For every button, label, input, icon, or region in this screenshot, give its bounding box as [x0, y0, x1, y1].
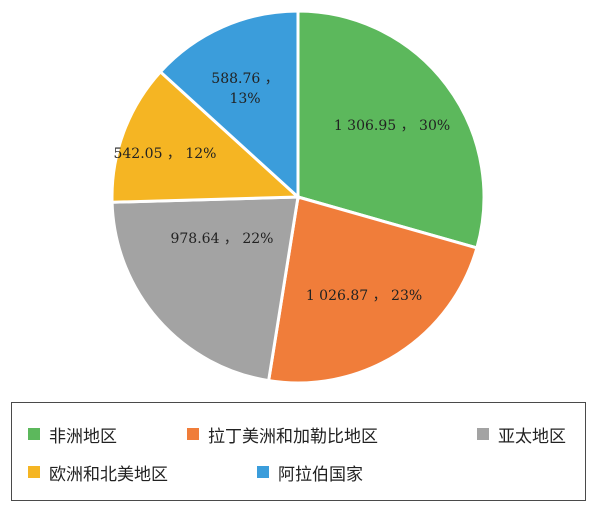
- legend-label-arab-states: 阿拉伯国家: [278, 464, 363, 485]
- legend-item-europe-north-america: 欧洲和北美地区: [28, 460, 168, 485]
- legend-swatch-asia-pacific: [477, 428, 489, 440]
- pie-slice-europe-north-america: [110, 69, 302, 204]
- pie-slice-latin-america: [266, 195, 479, 385]
- legend-item-africa: 非洲地区: [28, 422, 117, 447]
- legend-label-europe-north-america: 欧洲和北美地区: [49, 464, 168, 485]
- data-label-asia-pacific: 978.64 ， 22%: [170, 231, 273, 247]
- legend-item-latin-america: 拉丁美洲和加勒比地区: [187, 422, 378, 447]
- legend-item-asia-pacific: 亚太地区: [477, 422, 566, 447]
- legend-swatch-latin-america: [187, 428, 199, 440]
- pie-slice-africa: [296, 9, 486, 250]
- data-label-europe-north-america: 542.05 ， 12%: [113, 146, 216, 162]
- data-label-latin-america: 1 026.87 ， 23%: [306, 288, 422, 304]
- legend-swatch-arab-states: [257, 466, 269, 478]
- legend-label-africa: 非洲地区: [49, 426, 117, 447]
- pie-slice-asia-pacific: [110, 195, 300, 383]
- legend-label-latin-america: 拉丁美洲和加勒比地区: [208, 426, 378, 447]
- legend-label-asia-pacific: 亚太地区: [498, 426, 566, 447]
- legend-item-arab-states: 阿拉伯国家: [257, 460, 363, 485]
- legend: 非洲地区 拉丁美洲和加勒比地区 亚太地区 欧洲和北美地区 阿拉伯国家: [11, 402, 586, 501]
- pie-slice-arab-states: [158, 9, 300, 201]
- legend-swatch-europe-north-america: [28, 466, 40, 478]
- legend-swatch-africa: [28, 428, 40, 440]
- data-label-africa: 1 306.95 ， 30%: [334, 118, 450, 134]
- pie-chart: 1 306.95 ， 30% 1 026.87 ， 23% 978.64 ， 22%…: [110, 9, 486, 385]
- data-label-arab-states: 588.76 ， 13%: [211, 71, 278, 107]
